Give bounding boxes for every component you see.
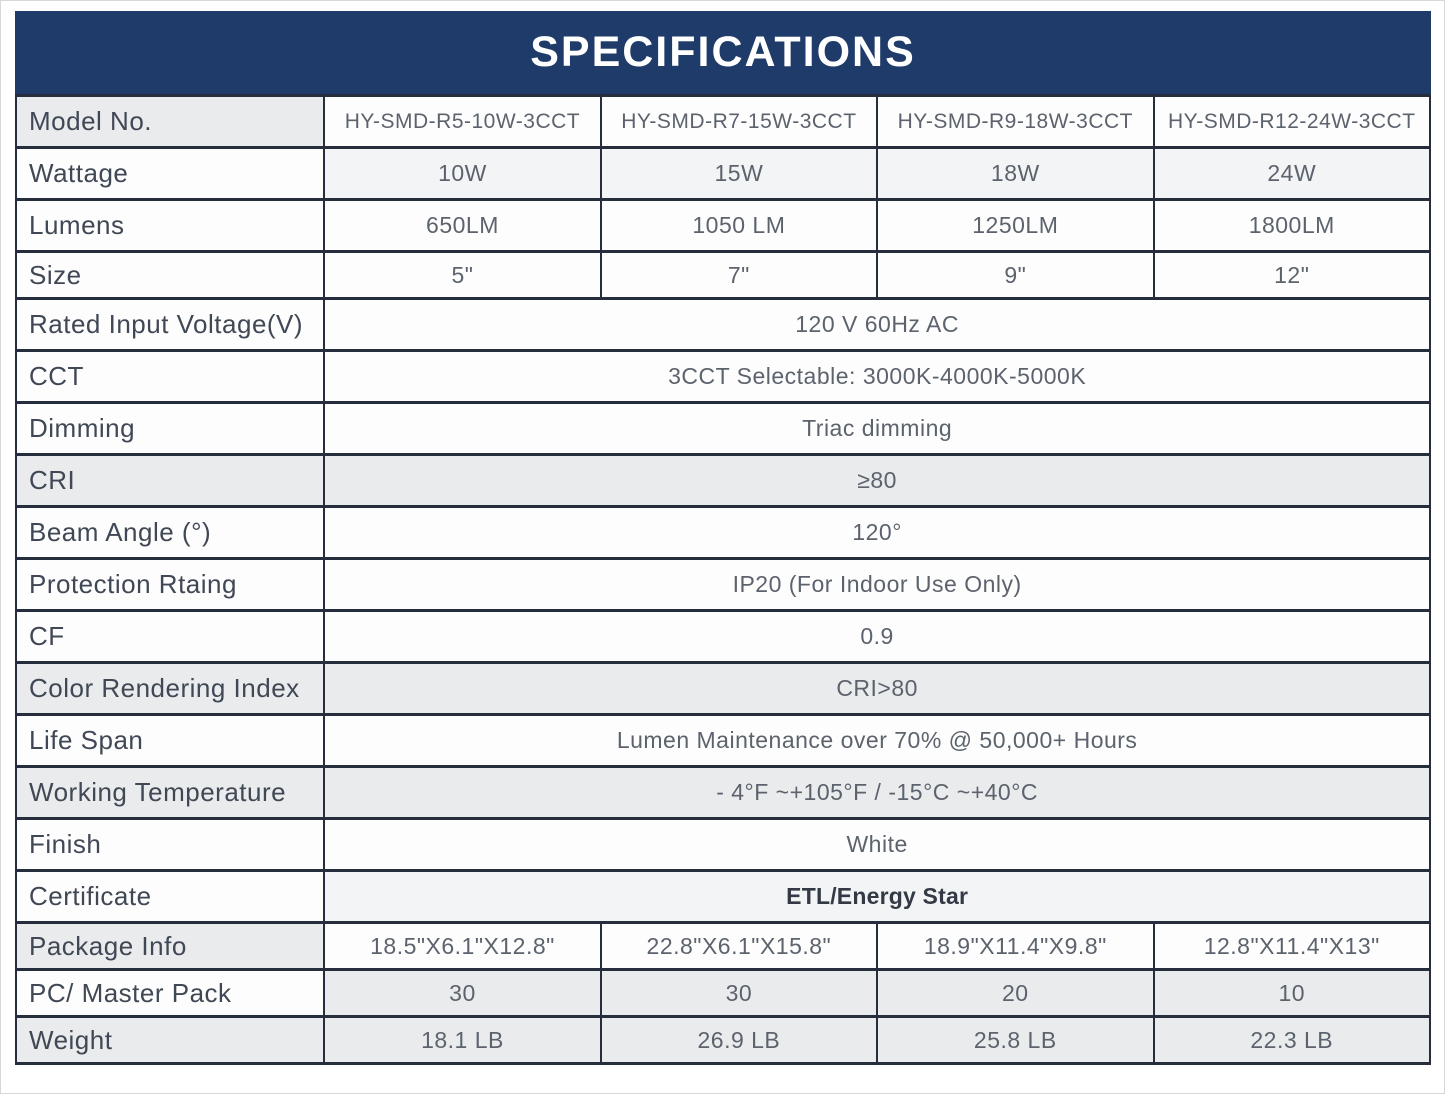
row-label-color-rendering-index: Color Rendering Index (14, 661, 326, 716)
cell-package-4: 12.8"X11.4"X13" (1152, 921, 1432, 971)
cell-finish: White (323, 817, 1431, 872)
cell-master-pack-3: 20 (876, 968, 1155, 1018)
row-label-cct: CCT (14, 349, 326, 404)
cell-master-pack-2: 30 (599, 968, 879, 1018)
spec-row-life-span: Life Span Lumen Maintenance over 70% @ 5… (14, 713, 1431, 768)
cell-model-2: HY-SMD-R7-15W-3CCT (599, 94, 879, 149)
cell-protection-rating: IP20 (For Indoor Use Only) (323, 557, 1431, 612)
cell-wattage-1: 10W (323, 146, 602, 201)
cell-lumens-4: 1800LM (1152, 198, 1432, 253)
row-label-package-info: Package Info (14, 921, 326, 971)
row-label-working-temperature: Working Temperature (14, 765, 326, 820)
row-label-size: Size (14, 250, 326, 300)
cell-size-4: 12" (1152, 250, 1432, 300)
row-label-certificate: Certificate (14, 869, 326, 924)
spec-row-wattage: Wattage 10W 15W 18W 24W (14, 146, 1432, 201)
cell-beam-angle: 120° (323, 505, 1431, 560)
spec-row-certificate: Certificate ETL/Energy Star (14, 869, 1431, 924)
cell-wattage-4: 24W (1152, 146, 1432, 201)
row-label-protection-rating: Protection Rtaing (14, 557, 326, 612)
row-label-beam-angle: Beam Angle (°) (14, 505, 326, 560)
spec-row-protection-rating: Protection Rtaing IP20 (For Indoor Use O… (14, 557, 1431, 612)
cell-lumens-1: 650LM (323, 198, 602, 253)
cell-size-1: 5" (323, 250, 602, 300)
spec-row-voltage: Rated Input Voltage(V) 120 V 60Hz AC (14, 297, 1431, 352)
cell-size-3: 9" (876, 250, 1155, 300)
cell-wattage-3: 18W (876, 146, 1155, 201)
row-label-dimming: Dimming (14, 401, 326, 456)
cell-package-3: 18.9"X11.4"X9.8" (876, 921, 1155, 971)
cell-model-4: HY-SMD-R12-24W-3CCT (1152, 94, 1432, 149)
spec-row-model-no: Model No. HY-SMD-R5-10W-3CCT HY-SMD-R7-1… (14, 94, 1432, 149)
cell-package-1: 18.5"X6.1"X12.8" (323, 921, 602, 971)
spec-row-color-rendering-index: Color Rendering Index CRI>80 (14, 661, 1431, 716)
row-label-wattage: Wattage (14, 146, 326, 201)
row-label-cri: CRI (14, 453, 326, 508)
spec-row-working-temperature: Working Temperature - 4°F ~+105°F / -15°… (14, 765, 1431, 820)
specifications-table: Model No. HY-SMD-R5-10W-3CCT HY-SMD-R7-1… (14, 94, 1432, 1065)
cell-color-rendering-index: CRI>80 (323, 661, 1431, 716)
row-label-life-span: Life Span (14, 713, 326, 768)
spec-row-dimming: Dimming Triac dimming (14, 401, 1431, 456)
cell-life-span: Lumen Maintenance over 70% @ 50,000+ Hou… (323, 713, 1431, 768)
cell-lumens-2: 1050 LM (599, 198, 879, 253)
spec-row-cct: CCT 3CCT Selectable: 3000K-4000K-5000K (14, 349, 1431, 404)
cell-cf: 0.9 (323, 609, 1431, 664)
cell-master-pack-1: 30 (323, 968, 602, 1018)
row-label-finish: Finish (14, 817, 326, 872)
cell-weight-1: 18.1 LB (323, 1015, 602, 1065)
row-label-voltage: Rated Input Voltage(V) (14, 297, 326, 352)
cell-weight-2: 26.9 LB (599, 1015, 879, 1065)
spec-row-cri: CRI ≥80 (14, 453, 1431, 508)
row-label-master-pack: PC/ Master Pack (14, 968, 326, 1018)
spec-row-package-info: Package Info 18.5"X6.1"X12.8" 22.8"X6.1"… (14, 921, 1432, 971)
spec-row-master-pack: PC/ Master Pack 30 30 20 10 (14, 968, 1432, 1018)
cell-model-1: HY-SMD-R5-10W-3CCT (323, 94, 602, 149)
cell-weight-3: 25.8 LB (876, 1015, 1155, 1065)
spec-row-cf: CF 0.9 (14, 609, 1431, 664)
page-title: SPECIFICATIONS (530, 28, 916, 76)
cell-size-2: 7" (599, 250, 879, 300)
row-label-weight: Weight (14, 1015, 326, 1065)
cell-dimming: Triac dimming (323, 401, 1431, 456)
cell-cri: ≥80 (323, 453, 1431, 508)
cell-model-3: HY-SMD-R9-18W-3CCT (876, 94, 1155, 149)
cell-certificate: ETL/Energy Star (323, 869, 1431, 924)
cell-master-pack-4: 10 (1152, 968, 1432, 1018)
spec-row-lumens: Lumens 650LM 1050 LM 1250LM 1800LM (14, 198, 1432, 253)
cell-working-temperature: - 4°F ~+105°F / -15°C ~+40°C (323, 765, 1431, 820)
cell-lumens-3: 1250LM (876, 198, 1155, 253)
row-label-lumens: Lumens (14, 198, 326, 253)
row-label-cf: CF (14, 609, 326, 664)
spec-row-finish: Finish White (14, 817, 1431, 872)
spec-row-size: Size 5" 7" 9" 12" (14, 250, 1432, 300)
cell-cct: 3CCT Selectable: 3000K-4000K-5000K (323, 349, 1431, 404)
cell-wattage-2: 15W (599, 146, 879, 201)
spec-row-beam-angle: Beam Angle (°) 120° (14, 505, 1431, 560)
specifications-banner: SPECIFICATIONS (15, 11, 1431, 94)
spec-row-weight: Weight 18.1 LB 26.9 LB 25.8 LB 22.3 LB (14, 1015, 1432, 1065)
cell-package-2: 22.8"X6.1"X15.8" (599, 921, 879, 971)
cell-voltage: 120 V 60Hz AC (323, 297, 1431, 352)
cell-weight-4: 22.3 LB (1152, 1015, 1432, 1065)
row-label-model-no: Model No. (14, 94, 326, 149)
